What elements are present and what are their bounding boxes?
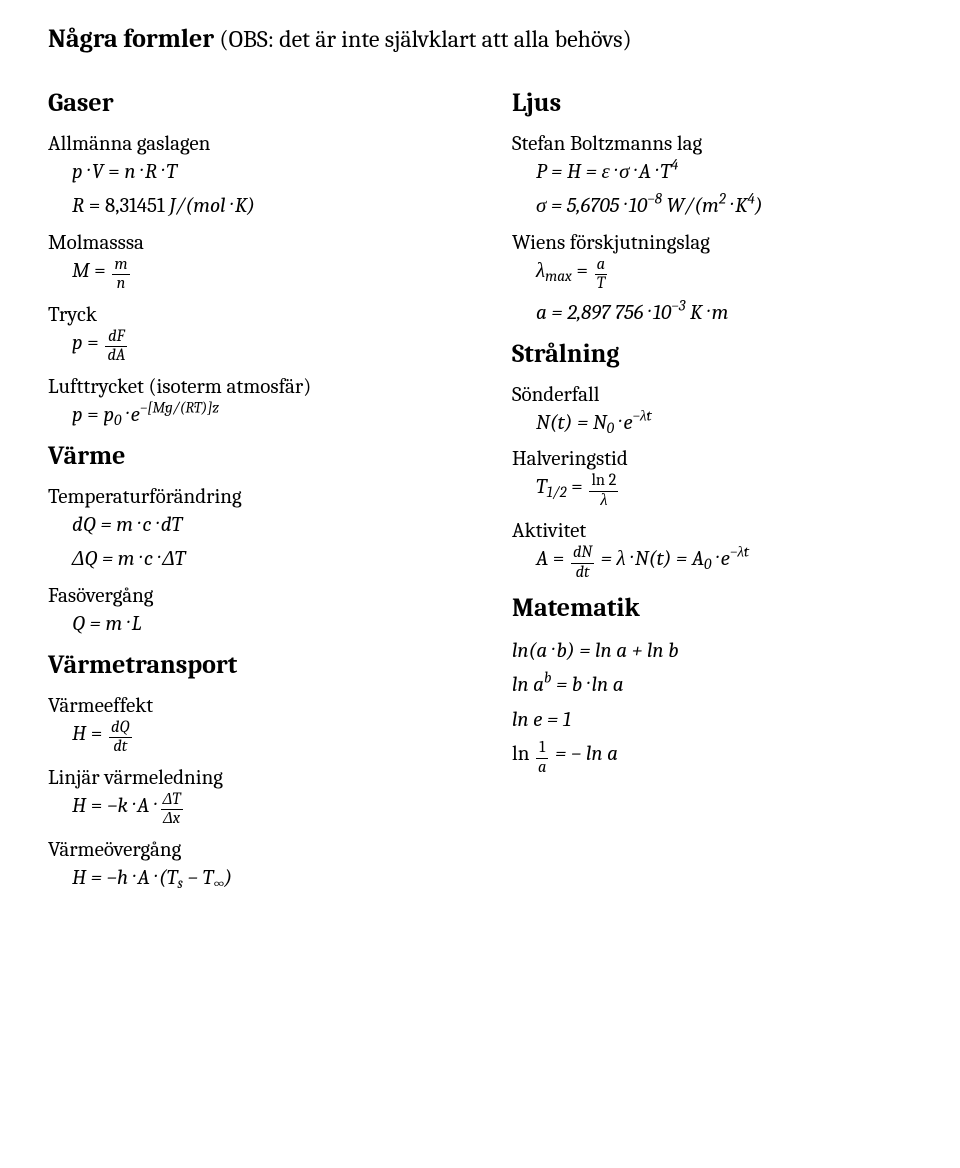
label-molmassa: Molmasssa [48, 231, 456, 255]
label-tryck: Tryck [48, 303, 456, 327]
formula-decay: N(t) = N0 · e−λ·t [536, 409, 920, 437]
frac-ln2-lambda: ln 2 λ [589, 473, 618, 509]
frac-a-T: a T [595, 257, 607, 293]
label-stefan: Stefan Boltzmanns lag [512, 132, 920, 156]
formula-ln-reciprocal: ln 1 a = − ln a [512, 740, 920, 776]
formula-H-dQdt: H = dQ dt [72, 720, 456, 756]
formula-R-constant: R = 8,31451 J/(mol · K) [72, 192, 456, 220]
label-varmeovergang: Värmeövergång [48, 838, 456, 862]
left-column: Gaser Allmänna gaslagen p · V = n · R · … [48, 76, 456, 900]
block-lufttryck: Lufttrycket (isoterm atmosfär) p = p0 · … [48, 375, 456, 429]
block-halveringstid: Halveringstid T1/2 = ln 2 λ [512, 447, 920, 509]
label-varmelening: Linjär värmeledning [48, 766, 456, 790]
right-column: Ljus Stefan Boltzmanns lag P = H = ε · σ… [512, 76, 920, 900]
section-gaser: Gaser [48, 88, 456, 118]
block-math-rules: ln(a · b) = ln a + ln b ln ab = b · ln a… [512, 637, 920, 776]
label-halveringstid: Halveringstid [512, 447, 920, 471]
formula-dQ: dQ = m · c · dT [72, 511, 456, 539]
formula-ln-e: ln e = 1 [512, 706, 920, 734]
block-wien: Wiens förskjutningslag λmax = a T a = 2,… [512, 231, 920, 327]
formula-activity: A = dN dt = λ · N(t) = A0 · e−λ·t [536, 545, 920, 581]
formula-sheet: Några formler (OBS: det är inte självkla… [0, 0, 960, 1168]
block-aktivitet: Aktivitet A = dN dt = λ · N(t) = A0 · e−… [512, 519, 920, 581]
label-aktivitet: Aktivitet [512, 519, 920, 543]
formula-ln-product: ln(a · b) = ln a + ln b [512, 637, 920, 665]
frac-1-a: 1 a [536, 740, 548, 776]
block-sonderfall: Sönderfall N(t) = N0 · e−λ·t [512, 383, 920, 437]
frac-dF-dA: dF dA [105, 329, 127, 365]
formula-molmassa: M = m n [72, 257, 456, 293]
formula-convection: H = −h · A · (Ts − T∞) [72, 864, 456, 892]
label-allmanna: Allmänna gaslagen [48, 132, 456, 156]
section-varmetransport: Värmetransport [48, 650, 456, 680]
frac-dT-dx: ΔT Δx [161, 792, 183, 828]
block-stefan: Stefan Boltzmanns lag P = H = ε · σ · A … [512, 132, 920, 221]
title-bold: Några formler [48, 24, 214, 54]
formula-stefan-PH: P = H = ε · σ · A · T4 [536, 158, 920, 186]
two-column-layout: Gaser Allmänna gaslagen p · V = n · R · … [48, 76, 920, 900]
block-temperatur: Temperaturförändring dQ = m · c · dT ΔQ … [48, 485, 456, 574]
label-lufttryck: Lufttrycket (isoterm atmosfär) [48, 375, 456, 399]
frac-dQ-dt: dQ dt [109, 720, 132, 756]
section-matematik: Matematik [512, 593, 920, 623]
block-varmelening: Linjär värmeledning H = −k · A · ΔT Δx [48, 766, 456, 828]
section-varme: Värme [48, 441, 456, 471]
formula-ideal-gas: p · V = n · R · T [72, 158, 456, 186]
formula-wien-lambda: λmax = a T [536, 257, 920, 293]
label-sonderfall: Sönderfall [512, 383, 920, 407]
section-ljus: Ljus [512, 88, 920, 118]
formula-deltaQ: ΔQ = m · c · ΔT [72, 545, 456, 573]
title-rest: (OBS: det är inte självklart att alla be… [214, 25, 632, 53]
section-stralning: Strålning [512, 339, 920, 369]
formula-wien-a: a = 2,897 756 · 10−3 K · m [536, 299, 920, 327]
formula-tryck: p = dF dA [72, 329, 456, 365]
block-tryck: Tryck p = dF dA [48, 303, 456, 365]
label-wien: Wiens förskjutningslag [512, 231, 920, 255]
block-allmanna-gaslagen: Allmänna gaslagen p · V = n · R · T R = … [48, 132, 456, 221]
formula-QmL: Q = m · L [72, 610, 456, 638]
formula-conduction: H = −k · A · ΔT Δx [72, 792, 456, 828]
block-molmassa: Molmasssa M = m n [48, 231, 456, 293]
frac-dN-dt: dN dt [571, 545, 594, 581]
formula-sigma: σ = 5,6705 · 10−8 W/(m2 · K4) [536, 192, 920, 220]
block-fasovergang: Fasövergång Q = m · L [48, 584, 456, 638]
formula-lufttryck: p = p0 · e−[M·g/(R·T)]·z [72, 401, 456, 429]
block-varmeeffekt: Värmeeffekt H = dQ dt [48, 694, 456, 756]
formula-ln-power: ln ab = b · ln a [512, 671, 920, 699]
label-temperatur: Temperaturförändring [48, 485, 456, 509]
block-varmeovergang: Värmeövergång H = −h · A · (Ts − T∞) [48, 838, 456, 892]
label-varmeeffekt: Värmeeffekt [48, 694, 456, 718]
formula-halflife: T1/2 = ln 2 λ [536, 473, 920, 509]
label-fasovergang: Fasövergång [48, 584, 456, 608]
frac-m-over-n: m n [112, 257, 129, 293]
page-title: Några formler (OBS: det är inte självkla… [48, 24, 920, 54]
